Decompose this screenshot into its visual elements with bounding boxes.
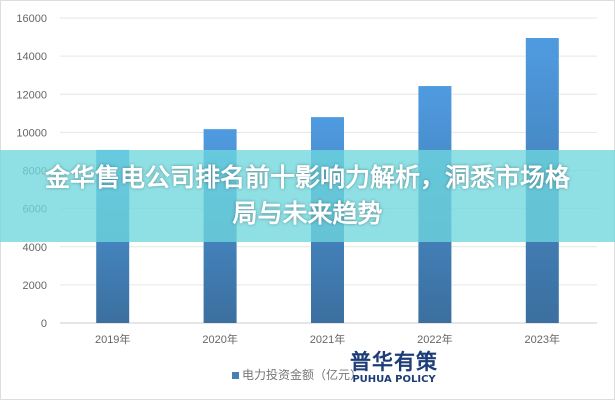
- y-tick-label: 0: [41, 318, 47, 330]
- y-tick-label: 2000: [23, 280, 47, 292]
- x-tick-label: 2020年: [202, 332, 237, 346]
- x-tick-label: 2021年: [310, 332, 345, 346]
- legend-label: 电力投资金额（亿元）: [242, 368, 363, 382]
- logo-en: PUHUA POLICY: [352, 374, 436, 385]
- logo-cn: 普华有策: [350, 350, 438, 374]
- y-tick-label: 4000: [23, 242, 47, 254]
- y-tick-label: 10000: [16, 127, 47, 139]
- y-tick-label: 16000: [16, 13, 47, 25]
- title-banner: [0, 150, 615, 242]
- legend-swatch: [232, 372, 239, 379]
- article-title: 金华售电公司排名前十影响力解析，洞悉市场格局与未来趋势: [44, 163, 570, 228]
- y-tick-label: 12000: [16, 89, 47, 101]
- logo: 普华有策 PUHUA POLICY: [350, 350, 438, 386]
- x-tick-label: 2023年: [525, 332, 560, 346]
- x-tick-label: 2022年: [417, 332, 452, 346]
- legend: 电力投资金额（亿元）: [232, 366, 362, 383]
- x-tick-label: 2019年: [95, 332, 130, 346]
- y-tick-label: 14000: [16, 51, 47, 63]
